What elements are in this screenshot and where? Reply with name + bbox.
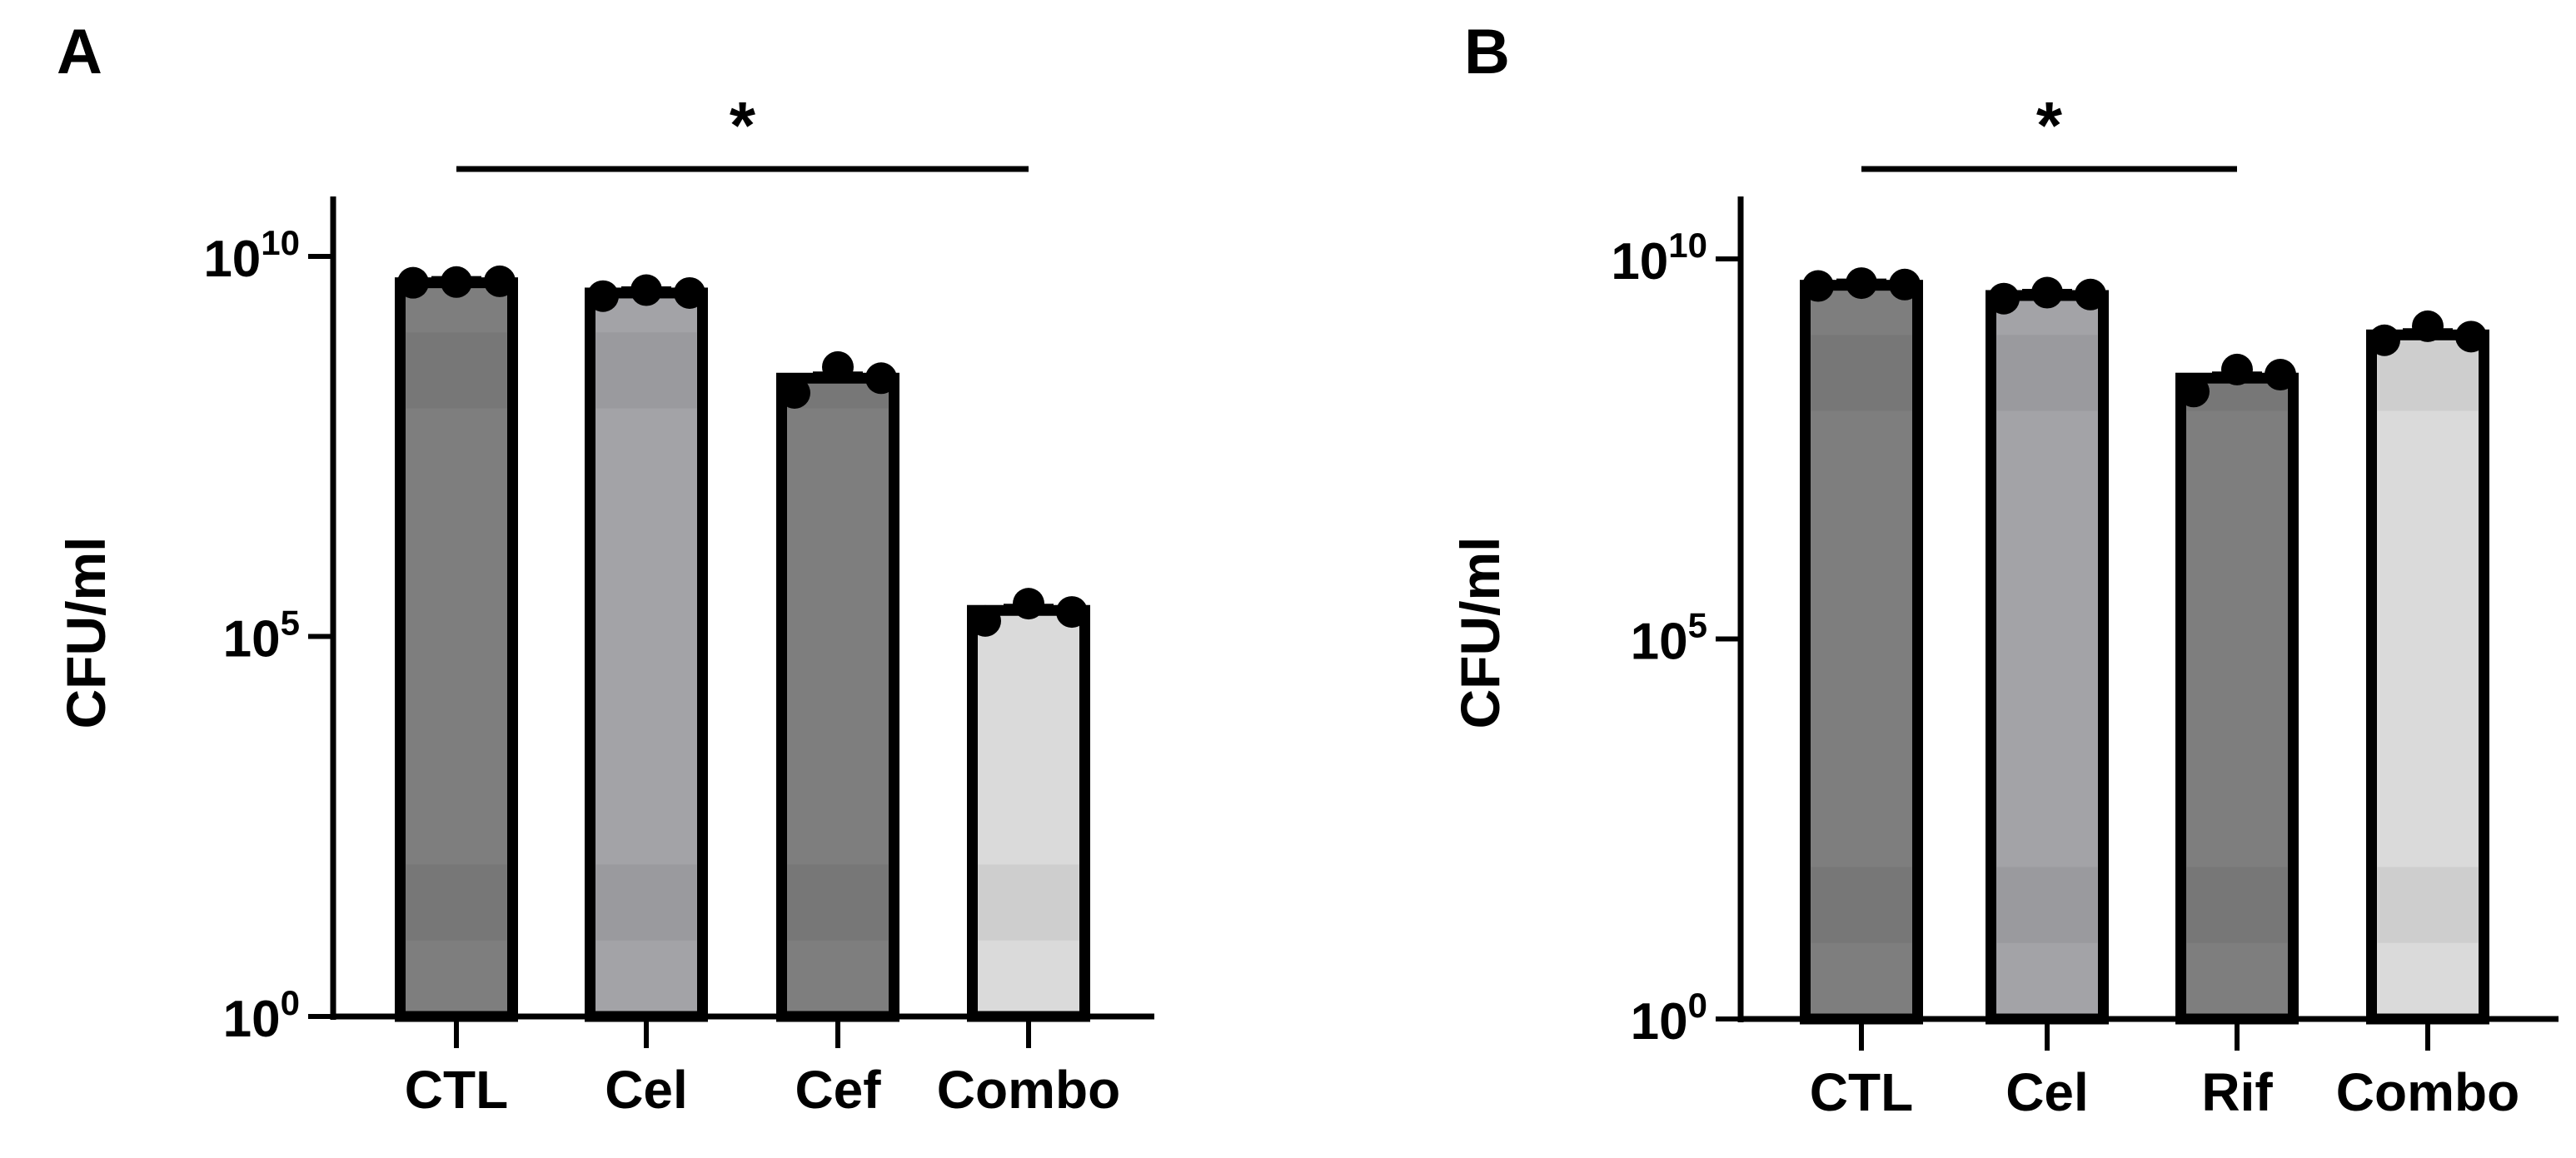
y-tick-label: 105 bbox=[1631, 606, 1707, 671]
x-tick-label: CTL bbox=[405, 1060, 508, 1120]
y-tick-label: 1010 bbox=[203, 223, 300, 288]
data-point-ctl bbox=[397, 266, 429, 299]
y-tick-base: 10 bbox=[1631, 993, 1688, 1051]
bar-band bbox=[1811, 867, 1912, 943]
y-tick-exponent: 0 bbox=[281, 983, 300, 1022]
y-axis-label: CFU/ml bbox=[55, 537, 117, 729]
data-point-cel bbox=[1988, 282, 2020, 315]
bar-band bbox=[1996, 867, 2098, 943]
bar-combo bbox=[967, 604, 1090, 1022]
bars-group bbox=[1800, 278, 2489, 1025]
data-point-combo bbox=[2412, 310, 2444, 342]
data-point-combo bbox=[1013, 588, 1044, 620]
bar-band bbox=[2186, 867, 2288, 943]
data-point-combo bbox=[2369, 324, 2400, 356]
y-axis-label: CFU/ml bbox=[1449, 537, 1511, 729]
x-tick-label: Cel bbox=[605, 1060, 688, 1120]
axes-group bbox=[1737, 196, 2559, 1051]
y-tick-label: 105 bbox=[223, 604, 300, 668]
x-labels-group: CTL Cel Rif Combo bbox=[1810, 1062, 2519, 1122]
data-point-cef bbox=[822, 350, 854, 383]
bar-cef bbox=[776, 372, 899, 1022]
y-tick-base: 10 bbox=[203, 231, 261, 288]
data-point-cel bbox=[630, 274, 662, 306]
x-labels-group: CTL Cel Cef Combo bbox=[405, 1060, 1120, 1120]
y-tick-base: 10 bbox=[1631, 614, 1688, 671]
y-tick-label: 100 bbox=[223, 983, 300, 1048]
data-point-rif bbox=[2178, 375, 2210, 408]
x-tick-label: Combo bbox=[2336, 1062, 2519, 1122]
data-point-cef bbox=[779, 376, 810, 409]
x-tick-label: Cel bbox=[2005, 1062, 2089, 1122]
data-point-combo bbox=[969, 604, 1001, 637]
data-point-ctl bbox=[484, 265, 516, 297]
panel-label: A bbox=[57, 17, 102, 87]
bar-band bbox=[787, 864, 889, 941]
data-point-ctl bbox=[1889, 268, 1921, 301]
bar-band bbox=[978, 864, 1079, 941]
y-tick-exponent: 10 bbox=[261, 223, 300, 262]
points-group bbox=[397, 265, 1088, 637]
data-point-ctl bbox=[441, 266, 472, 298]
data-point-cel bbox=[2031, 276, 2063, 309]
significance-star: * bbox=[2036, 88, 2063, 162]
axes-group bbox=[330, 196, 1154, 1048]
x-tick-label: CTL bbox=[1810, 1062, 1913, 1122]
panel-label: B bbox=[1464, 17, 1510, 87]
x-tick-label: Combo bbox=[937, 1060, 1120, 1120]
x-tick-label: Cef bbox=[795, 1060, 881, 1120]
data-point-cel bbox=[2075, 278, 2106, 311]
significance-group: * bbox=[1861, 88, 2237, 172]
y-tick-label: 1010 bbox=[1611, 226, 1707, 291]
points-group bbox=[1802, 267, 2487, 408]
data-point-cel bbox=[587, 280, 619, 312]
bar-band bbox=[1811, 335, 1912, 411]
bar-band bbox=[595, 332, 697, 409]
y-tick-base: 10 bbox=[223, 991, 281, 1048]
x-tick-label: Rif bbox=[2201, 1062, 2273, 1122]
bar-band bbox=[2377, 867, 2479, 943]
data-point-rif bbox=[2265, 359, 2296, 391]
data-point-cef bbox=[865, 362, 897, 395]
bar-band bbox=[406, 864, 507, 941]
bars-group bbox=[395, 276, 1090, 1022]
bar-combo bbox=[2366, 329, 2489, 1025]
bar-band bbox=[1996, 335, 2098, 411]
data-point-ctl bbox=[1846, 267, 1877, 300]
y-tick-label: 100 bbox=[1631, 986, 1707, 1051]
y-tick-exponent: 5 bbox=[281, 604, 300, 643]
data-point-cel bbox=[674, 276, 705, 309]
data-point-combo bbox=[2455, 321, 2487, 353]
y-tick-base: 10 bbox=[223, 611, 281, 668]
bar-band bbox=[595, 864, 697, 941]
bar-ctl bbox=[1800, 280, 1923, 1025]
bar-band bbox=[406, 332, 507, 409]
y-tick-exponent: 5 bbox=[1688, 606, 1707, 645]
y-tick-exponent: 10 bbox=[1668, 226, 1707, 265]
significance-star: * bbox=[730, 88, 756, 162]
data-point-ctl bbox=[1802, 270, 1834, 302]
y-tick-exponent: 0 bbox=[1688, 986, 1707, 1025]
data-point-rif bbox=[2221, 353, 2253, 385]
data-point-combo bbox=[1056, 596, 1088, 629]
significance-group: * bbox=[456, 88, 1029, 172]
y-tick-base: 10 bbox=[1611, 233, 1668, 291]
